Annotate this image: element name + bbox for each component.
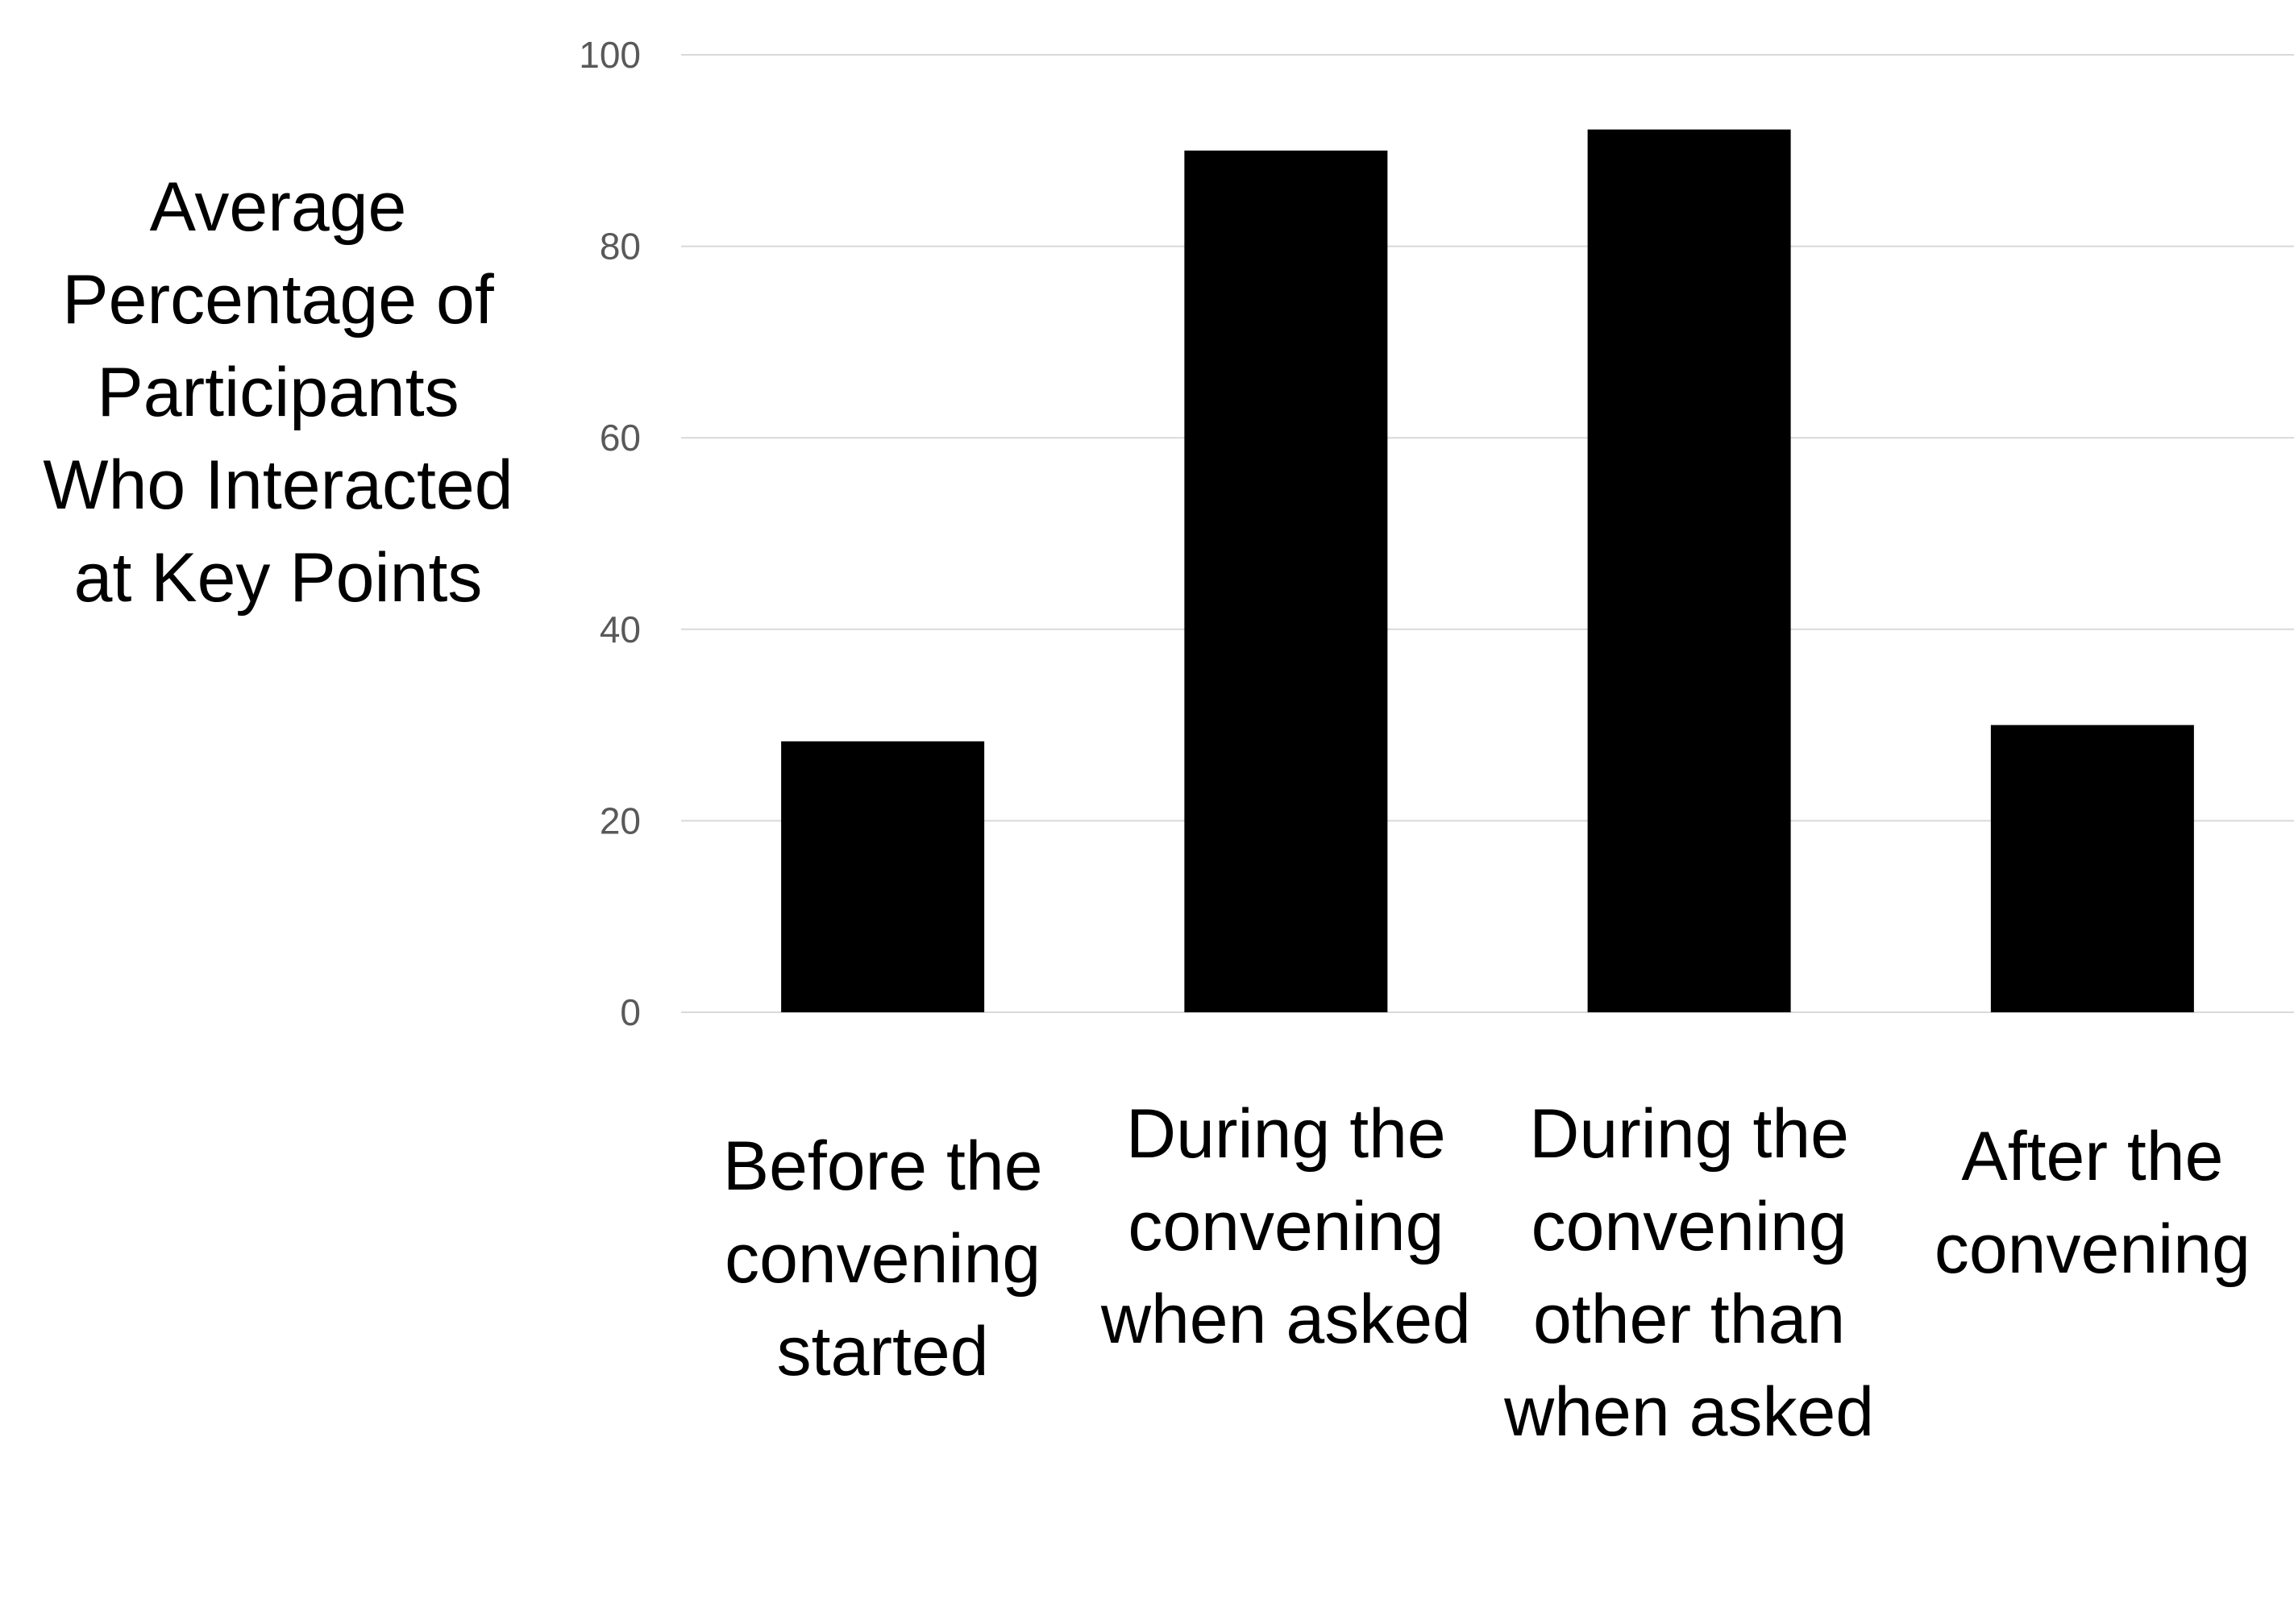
x-tick-label: During the convening other than when ask… — [1504, 1095, 1875, 1451]
y-axis-ticks: 0 20 40 60 80 100 — [579, 34, 641, 1033]
y-axis-label: Average Percentage of Participants Who I… — [43, 168, 513, 617]
y-tick-label: 40 — [600, 608, 641, 650]
bar — [1184, 150, 1388, 1012]
y-tick-label: 100 — [579, 34, 641, 76]
bar — [1587, 129, 1791, 1012]
x-tick-label: During the convening when asked — [1100, 1095, 1471, 1358]
y-tick-label: 20 — [600, 800, 641, 841]
bar — [781, 741, 985, 1012]
x-tick-label: After the convening — [1934, 1118, 2250, 1288]
y-tick-label: 80 — [600, 226, 641, 268]
x-tick-label: Before the convening started — [722, 1128, 1043, 1390]
y-tick-label: 0 — [620, 991, 641, 1033]
bars — [781, 129, 2194, 1012]
bar — [1990, 725, 2194, 1012]
y-tick-label: 60 — [600, 417, 641, 459]
